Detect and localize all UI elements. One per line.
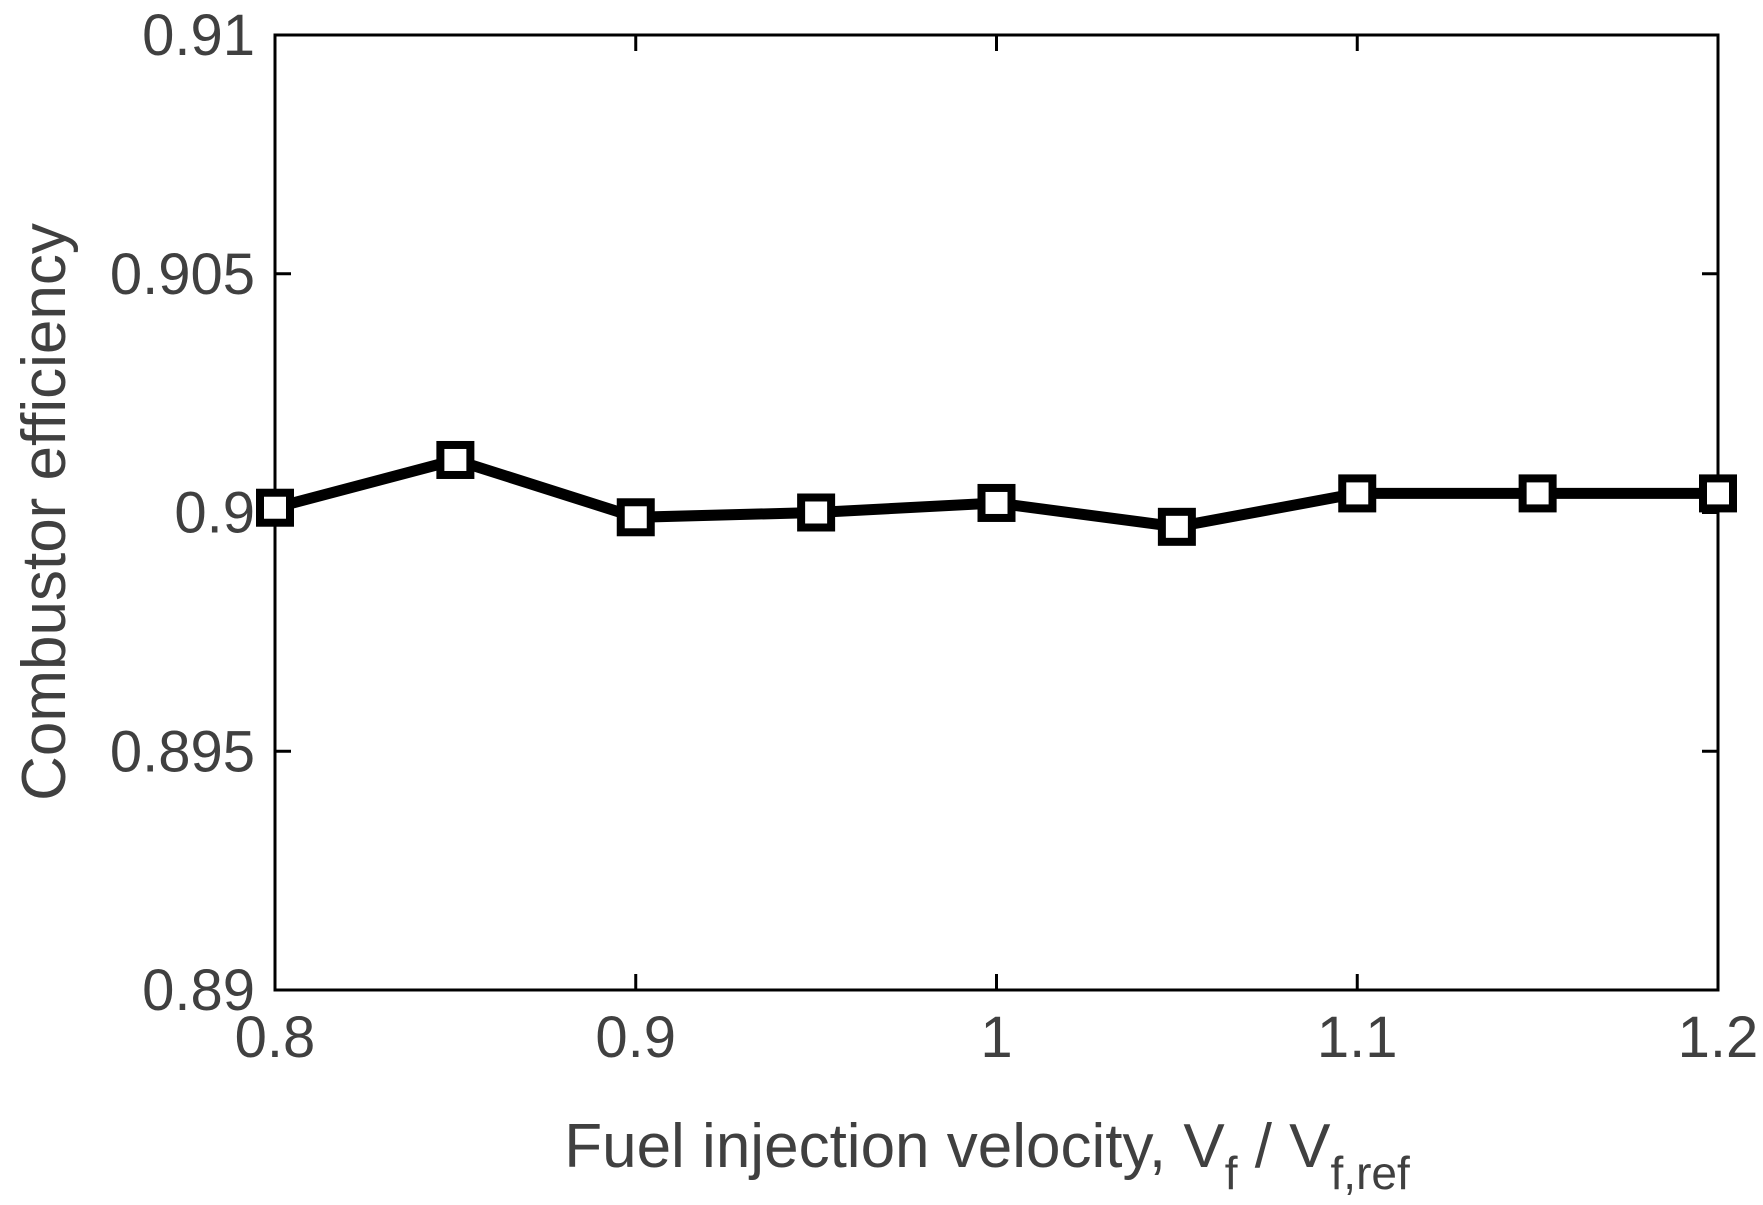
data-point [1518,474,1557,513]
y-tick-label: 0.91 [142,3,255,68]
data-point [256,488,294,527]
x-axis-label-sub1: f [1225,1147,1238,1199]
y-axis: 0.89 0.895 0.9 0.905 0.91 [110,3,1718,1023]
x-tick-label: 1.1 [1317,1005,1398,1070]
data-point [1699,474,1737,513]
x-tick-label: 0.8 [235,1005,316,1070]
x-tick-label: 1.2 [1678,1005,1759,1070]
x-tick-label: 1 [980,1005,1012,1070]
data-point [616,498,655,537]
x-axis: 0.8 0.9 1 1.1 1.2 [235,35,1759,1070]
data-point [1338,474,1377,513]
y-tick-label: 0.9 [174,481,255,546]
data-point [797,493,836,532]
x-axis-label-sub2: f,ref [1331,1147,1410,1199]
data-point [1157,507,1196,546]
data-point [977,483,1016,522]
x-axis-label: Fuel injection velocity, Vf / Vf,ref [564,1112,1410,1199]
x-axis-label-sep: / V [1237,1112,1331,1181]
x-tick-label: 0.9 [595,1005,676,1070]
y-tick-label: 0.89 [142,958,255,1023]
data-point [436,440,475,479]
x-axis-label-main: Fuel injection velocity, V [564,1112,1225,1181]
y-tick-label: 0.905 [110,242,255,307]
y-axis-label: Combustor efficiency [10,223,79,801]
series-markers [256,440,1737,546]
y-tick-label: 0.895 [110,719,255,784]
